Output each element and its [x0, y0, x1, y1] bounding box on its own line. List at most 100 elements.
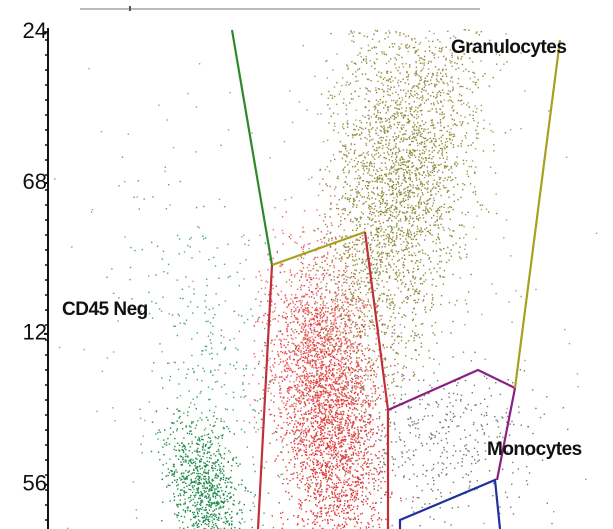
event-dot: [397, 112, 400, 114]
event-dot: [352, 259, 354, 261]
event-dot: [461, 140, 463, 142]
event-dot: [352, 264, 354, 267]
event-dot: [480, 60, 482, 62]
event-dot: [389, 275, 391, 277]
event-dot: [470, 273, 472, 276]
event-dot: [346, 494, 348, 497]
event-dot: [409, 191, 411, 193]
event-dot: [427, 175, 430, 177]
event-dot: [341, 389, 343, 391]
event-dot: [321, 472, 324, 475]
event-dot: [351, 508, 354, 511]
event-dot: [367, 349, 370, 352]
event-dot: [387, 94, 389, 96]
event-dot: [354, 199, 356, 201]
event-dot: [402, 261, 405, 264]
event-dot: [334, 428, 336, 430]
event-dot: [430, 272, 432, 274]
event-dot: [419, 124, 421, 127]
event-dot: [308, 500, 311, 502]
event-dot: [340, 220, 342, 222]
event-dot: [355, 380, 357, 382]
event-dot: [317, 421, 319, 423]
event-dot: [330, 518, 332, 521]
event-dot: [391, 115, 393, 117]
event-dot: [290, 473, 292, 475]
event-dot: [321, 454, 323, 456]
event-dot: [350, 142, 352, 145]
event-dot: [331, 308, 333, 310]
event-dot: [367, 522, 369, 524]
event-dot: [473, 226, 475, 228]
event-dot: [431, 165, 434, 168]
event-dot: [306, 357, 308, 359]
event-dot: [312, 344, 314, 346]
event-dot: [376, 127, 378, 129]
event-dot: [355, 460, 357, 462]
event-dot: [389, 237, 391, 239]
event-dot: [330, 115, 332, 118]
event-dot: [489, 39, 491, 42]
event-dot: [400, 191, 402, 193]
event-dot: [432, 137, 435, 140]
event-dot: [399, 238, 402, 240]
event-dot: [455, 50, 457, 52]
event-dot: [449, 234, 451, 237]
event-dot: [306, 462, 308, 464]
event-dot: [301, 454, 303, 457]
event-dot: [310, 323, 312, 325]
event-dot: [290, 351, 292, 353]
event-dot: [343, 310, 345, 312]
event-dot: [449, 99, 451, 101]
event-dot: [367, 446, 369, 448]
event-dot: [433, 95, 435, 98]
event-dot: [313, 458, 315, 460]
event-dot: [322, 389, 325, 391]
event-dot: [368, 109, 370, 112]
event-dot: [401, 452, 404, 455]
event-dot: [357, 69, 359, 71]
event-dot: [380, 136, 383, 138]
event-dot: [323, 407, 326, 409]
event-dot: [302, 45, 304, 47]
event-dot: [381, 191, 383, 193]
event-dot: [409, 236, 411, 238]
event-dot: [437, 207, 439, 210]
event-dot: [504, 132, 507, 134]
event-dot: [391, 493, 393, 495]
event-dot: [471, 160, 474, 162]
event-dot: [409, 92, 412, 95]
event-dot: [405, 130, 407, 132]
event-dot: [428, 211, 430, 213]
event-dot: [357, 297, 360, 299]
event-dot: [346, 337, 348, 339]
event-dot: [364, 323, 366, 326]
event-dot: [367, 291, 369, 294]
event-dot: [294, 458, 296, 460]
event-dot: [367, 242, 370, 244]
event-dot: [272, 382, 275, 384]
event-dot: [337, 452, 339, 454]
event-dot: [339, 315, 341, 317]
event-dot: [380, 497, 382, 499]
event-dot: [358, 68, 361, 70]
event-dot: [302, 343, 304, 345]
event-dot: [437, 190, 440, 193]
event-dot: [407, 340, 410, 342]
event-dot: [350, 484, 353, 486]
event-dot: [330, 386, 332, 388]
event-dot: [330, 32, 332, 35]
event-dot: [375, 150, 377, 152]
event-dot: [407, 186, 409, 188]
event-dot: [471, 91, 474, 93]
event-dot: [413, 374, 415, 377]
event-dot: [304, 383, 307, 385]
event-dot: [355, 383, 358, 385]
event-dot: [328, 170, 331, 173]
event-dot: [370, 213, 373, 216]
event-dot: [279, 387, 282, 390]
event-dot: [388, 60, 390, 63]
event-dot: [321, 261, 323, 264]
event-dot: [304, 355, 307, 358]
event-dot: [406, 211, 409, 213]
